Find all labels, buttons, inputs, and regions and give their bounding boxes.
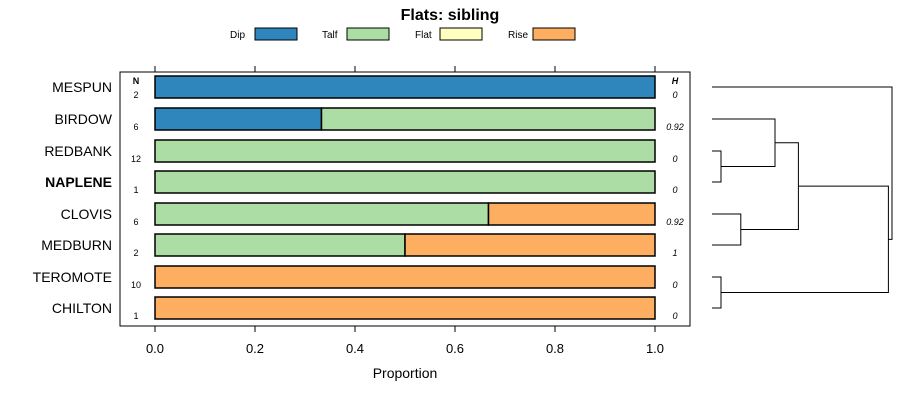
row-h-value: 0.92 <box>666 217 684 227</box>
row-label: MEDBURN <box>41 237 112 253</box>
row-label: CLOVIS <box>61 206 112 222</box>
row-h-value: 0 <box>672 154 677 164</box>
row-label: REDBANK <box>44 143 112 159</box>
row-h-value: 1 <box>672 248 677 258</box>
row-h-value: 0 <box>672 90 677 100</box>
legend-label-dip: Dip <box>230 30 245 41</box>
x-tick-label: 1.0 <box>646 341 664 356</box>
dendrogram <box>712 86 893 309</box>
legend-label-flat: Flat <box>415 30 432 41</box>
row-h-value: 0 <box>672 280 677 290</box>
legend-swatch-dip <box>254 27 298 41</box>
dendrogram-branch <box>712 150 722 183</box>
legend-label-rise: Rise <box>508 30 528 41</box>
row-n-value: 1 <box>133 311 138 321</box>
row-label: NAPLENE <box>45 174 112 190</box>
bar-segment-talf <box>154 202 490 226</box>
row-n-value: 6 <box>133 122 138 132</box>
row-h-value: 0 <box>672 311 677 321</box>
x-tick-label: 0.6 <box>446 341 464 356</box>
bar-segment-dip <box>154 107 323 131</box>
bar-segment-talf <box>154 139 656 163</box>
row-n-value: 6 <box>133 217 138 227</box>
legend-swatch-talf <box>346 27 390 41</box>
dendrogram-branch <box>712 86 893 240</box>
row-h-value: 0.92 <box>666 122 684 132</box>
bar-segment-talf <box>154 170 656 194</box>
bar-segment-rise <box>487 202 656 226</box>
x-tick-label: 0.8 <box>546 341 564 356</box>
bar-segment-dip <box>154 75 656 99</box>
bar-segment-rise <box>154 296 656 320</box>
x-axis-label: Proportion <box>373 365 438 381</box>
bar-segment-talf <box>154 233 406 257</box>
h-column-header: H <box>672 76 679 86</box>
bar-segment-talf <box>320 107 656 131</box>
dendrogram-branch <box>740 142 799 230</box>
row-n-value: 12 <box>131 154 141 164</box>
x-tick-label: 0.0 <box>146 341 164 356</box>
bar-segment-rise <box>154 265 656 289</box>
legend-swatch-flat <box>439 27 483 41</box>
legend-swatch-rise <box>532 27 576 41</box>
x-tick-label: 0.2 <box>246 341 264 356</box>
dendrogram-branch <box>712 213 742 246</box>
x-tick-label: 0.4 <box>346 341 364 356</box>
legend-label-talf: Talf <box>322 30 338 41</box>
legend: Dip Talf Flat Rise <box>230 27 576 41</box>
row-n-value: 2 <box>133 248 138 258</box>
chart-title: Flats: sibling <box>401 7 500 24</box>
bar-segment-rise <box>404 233 656 257</box>
plot-area <box>119 71 691 327</box>
row-h-value: 0 <box>672 185 677 195</box>
row-label: BIRDOW <box>54 111 112 127</box>
n-column-header: N <box>133 76 140 86</box>
row-n-value: 2 <box>133 90 138 100</box>
x-axis: 0.0 0.2 0.4 0.6 0.8 1.0 <box>146 66 664 356</box>
dendrogram-branch <box>721 185 889 293</box>
row-label: CHILTON <box>52 300 112 316</box>
row-label: MESPUN <box>52 79 112 95</box>
row-n-value: 10 <box>131 280 141 290</box>
dendrogram-branch <box>712 276 722 309</box>
row-n-value: 1 <box>133 185 138 195</box>
row-label: TEROMOTE <box>33 269 112 285</box>
